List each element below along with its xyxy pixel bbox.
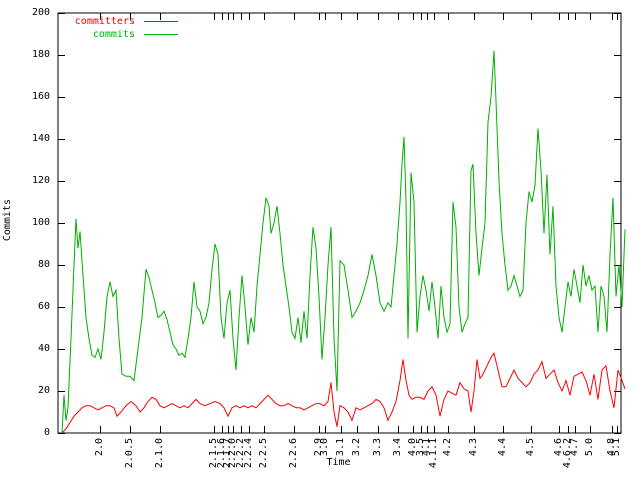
x-tick-label: 3.4 xyxy=(392,438,403,457)
x-tick-label: 3.2 xyxy=(351,438,362,457)
y-tick-label: 200 xyxy=(31,7,50,18)
y-tick-label: 40 xyxy=(37,343,50,354)
x-tick-label: 5.0 xyxy=(584,438,595,457)
y-tick-label: 0 xyxy=(43,427,50,438)
y-tick-label: 60 xyxy=(37,301,50,312)
legend-entry-commits: commits xyxy=(63,28,178,41)
x-tick-label: 4.3 xyxy=(468,438,479,457)
x-tick-label: 4.1.1 xyxy=(428,438,439,469)
x-tick-label: 2.0 xyxy=(94,438,105,457)
legend-entry-committers: committers xyxy=(63,15,178,28)
series-line-commits xyxy=(61,50,626,434)
series-line-committers xyxy=(61,352,626,434)
legend-line-sample-committers xyxy=(144,21,178,22)
x-tick-label: 3.0 xyxy=(319,438,330,457)
y-tick-label: 80 xyxy=(37,259,50,270)
x-tick-label: 4.2 xyxy=(442,438,453,457)
x-tick-label: 2.2.4 xyxy=(243,438,254,469)
plot-border xyxy=(57,12,622,434)
x-tick-label: 3.1 xyxy=(335,438,346,457)
y-tick-label: 20 xyxy=(37,385,50,396)
legend-label-commits: commits xyxy=(92,28,135,40)
x-tick-label: 2.2.5 xyxy=(258,438,269,469)
x-tick-label: 4.5 xyxy=(525,438,536,457)
x-tick-label: 4.7 xyxy=(569,438,580,457)
x-tick-label: 2.2.6 xyxy=(288,438,299,469)
y-tick-label: 100 xyxy=(31,217,50,228)
y-tick-label: 120 xyxy=(31,175,50,186)
y-tick-label: 140 xyxy=(31,133,50,144)
x-axis-title: Time xyxy=(326,457,351,468)
legend-line-sample-commits xyxy=(144,34,178,35)
legend-label-committers: committers xyxy=(74,15,135,27)
x-tick-label: 4.4 xyxy=(497,438,508,457)
x-tick-label: 5.1 xyxy=(611,438,622,457)
y-tick-label: 160 xyxy=(31,91,50,102)
y-tick-label: 180 xyxy=(31,49,50,60)
x-tick-label: 2.1.0 xyxy=(154,438,165,469)
legend: committers commits xyxy=(63,15,178,41)
x-tick-label: 3.3 xyxy=(372,438,383,457)
y-axis-title: Commits xyxy=(2,199,13,242)
x-tick-label: 2.0.5 xyxy=(124,438,135,469)
